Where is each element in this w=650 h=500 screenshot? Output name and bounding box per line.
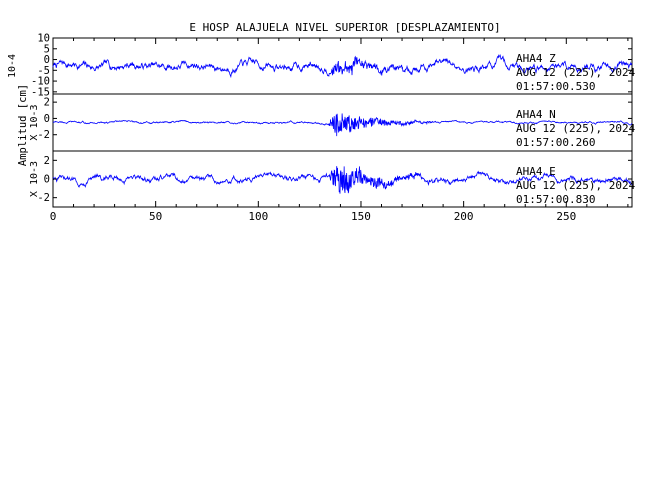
- y-tick-label: -5: [37, 65, 50, 77]
- station-label: AHA4 N: [516, 108, 556, 121]
- y-tick-label: -10: [31, 76, 50, 88]
- x-tick-label: 150: [351, 210, 371, 223]
- y-tick-label: 0: [44, 54, 50, 66]
- station-label: AHA4 Z: [516, 52, 556, 65]
- time-label: 01:57:00.530: [516, 80, 595, 93]
- scale-label: X 10-3: [29, 161, 40, 197]
- y-tick-label: 5: [44, 43, 50, 55]
- y-axis-label: Amplitud [cm]: [17, 84, 29, 166]
- x-tick-label: 0: [50, 210, 57, 223]
- x-tick-label: 50: [149, 210, 162, 223]
- series-line-n: [52, 113, 633, 137]
- scale-label: 10-4: [7, 54, 18, 78]
- x-tick-label: 250: [556, 210, 576, 223]
- y-tick-label: 2: [44, 155, 50, 167]
- x-tick-label: 200: [454, 210, 474, 223]
- time-label: 01:57:00.830: [516, 193, 595, 206]
- y-tick-label: 0: [44, 113, 50, 125]
- date-label: AUG 12 (225), 2024: [516, 122, 636, 135]
- series-line-e: [52, 166, 633, 194]
- series-line-z: [52, 53, 633, 79]
- x-tick-label: 100: [248, 210, 268, 223]
- y-tick-label: 2: [44, 97, 50, 109]
- date-label: AUG 12 (225), 2024: [516, 179, 636, 192]
- x-axis: 0 50 100 150 200 250: [50, 38, 629, 223]
- station-label: AHA4 E: [516, 165, 556, 178]
- y-tick-label: -2: [37, 192, 50, 204]
- scale-label: X 10-3: [29, 104, 40, 140]
- time-label: 01:57:00.260: [516, 136, 595, 149]
- y-tick-label: -2: [37, 129, 50, 141]
- y-tick-label: -15: [31, 86, 50, 98]
- y-tick-label: 10: [37, 33, 50, 45]
- y-tick-label: 0: [44, 174, 50, 186]
- date-label: AUG 12 (225), 2024: [516, 66, 636, 79]
- chart-title: E HOSP ALAJUELA NIVEL SUPERIOR [DESPLAZA…: [189, 21, 500, 34]
